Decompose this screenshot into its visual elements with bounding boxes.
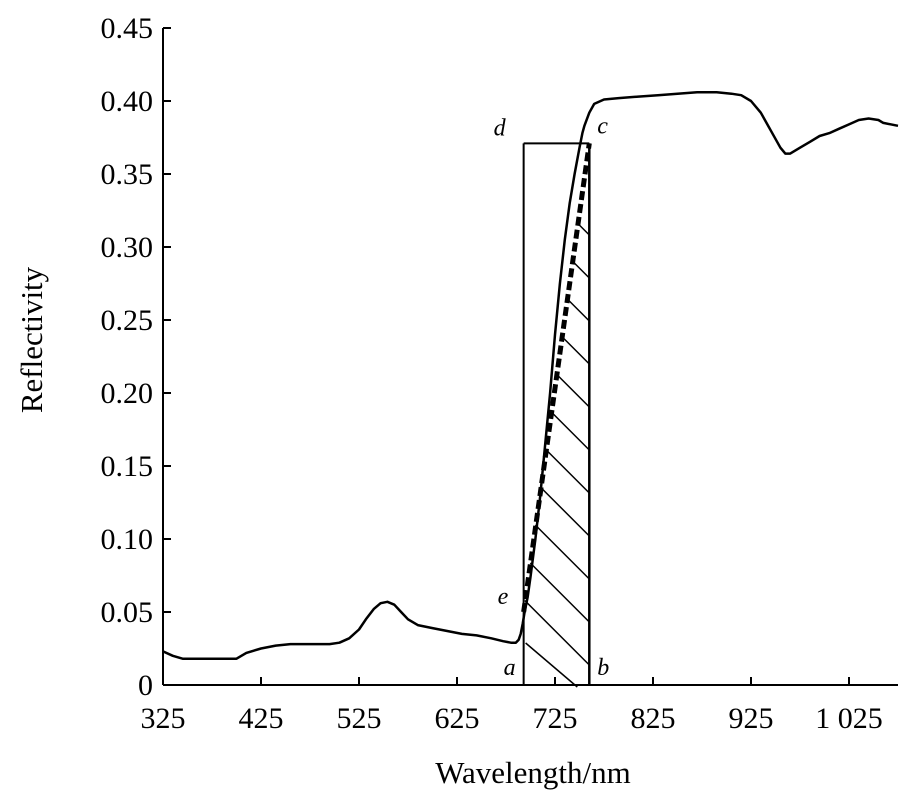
hatch-line [540,486,590,537]
point-label-a: a [504,655,516,681]
x-tick-label: 325 [141,702,186,735]
hatch-line [534,524,590,580]
x-tick-label: 425 [239,702,284,735]
y-tick-label: 0.45 [101,12,154,45]
reflectance-curve [162,90,899,660]
hatch-line [525,642,578,688]
y-tick-label: 0.30 [101,231,154,264]
hatch-line [550,411,590,451]
point-label-d: d [494,115,507,141]
series-layer [162,90,899,660]
x-tick-label: 725 [533,702,578,735]
x-tick-label: 625 [435,702,480,735]
x-axis-title: Wavelength/nm [435,755,631,790]
point-labels: a b c d e [494,113,610,681]
y-tick-label: 0.10 [101,523,154,556]
point-label-b: b [597,655,609,681]
y-axis-title: Reflectivity [14,266,49,413]
hatch-line [524,599,590,666]
y-tick-label: 0.05 [101,596,154,629]
y-tick-label: 0.25 [101,304,154,337]
hatch-line [566,298,590,322]
x-tick-label: 925 [729,702,774,735]
axes [162,27,898,686]
x-tick-label: 1 025 [815,702,883,735]
hatch-line [571,260,590,279]
tick-labels: 0 0.05 0.10 0.15 0.20 0.25 0.30 0.35 0.40 0.45 325… [101,12,883,735]
x-tick-label: 525 [337,702,382,735]
point-label-c: c [597,113,608,139]
point-label-e: e [498,584,509,610]
hatched-region [524,222,590,688]
hatch-line [529,562,590,623]
y-tick-label: 0.40 [101,85,154,118]
hatch-line [561,335,590,365]
y-tick-label: 0.35 [101,158,154,191]
y-tick-label: 0.20 [101,377,154,410]
y-tick-label: 0.15 [101,450,154,483]
hatch-line [545,449,590,494]
hatch-line [556,373,590,408]
dashed-line [521,142,592,613]
y-tick-label: 0 [138,669,153,702]
x-tick-label: 825 [631,702,676,735]
